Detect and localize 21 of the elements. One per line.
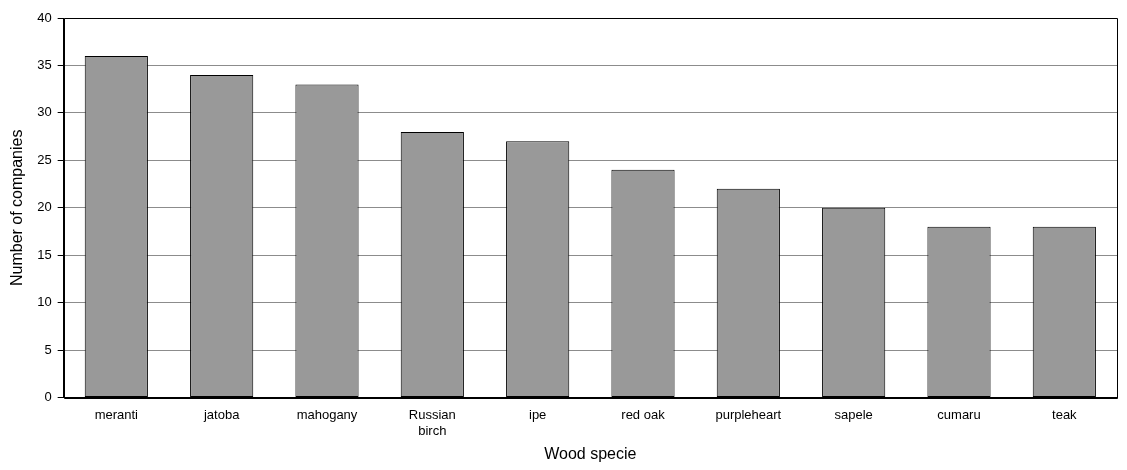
y-tick-label: 35 <box>37 57 52 73</box>
x-tick-label: sapele <box>834 406 873 422</box>
y-tick-label: 20 <box>37 199 52 215</box>
x-tick-label: teak <box>1052 406 1078 422</box>
x-tick-label: cumaru <box>937 406 981 422</box>
x-tick-label: red oak <box>621 406 666 422</box>
y-tick-label: 15 <box>37 246 52 262</box>
y-tick-label: 25 <box>37 151 52 167</box>
y-tick-label: 30 <box>37 104 52 120</box>
y-tick-label: 40 <box>37 9 52 25</box>
y-tick-label: 5 <box>44 341 52 357</box>
x-tick-label: meranti <box>94 406 139 422</box>
y-tick-label: 10 <box>37 294 52 310</box>
y-tick-label: 0 <box>44 389 52 405</box>
x-tick-label: purpleheart <box>715 406 782 422</box>
x-tick-label: Russian birch <box>408 406 456 438</box>
y-axis-title: Number of companies <box>8 129 26 287</box>
x-axis-title: Wood specie <box>544 444 637 462</box>
x-tick-label: jatoba <box>202 406 241 422</box>
x-tick-label: ipe <box>528 406 547 422</box>
x-tick-label: mahogany <box>296 406 358 422</box>
